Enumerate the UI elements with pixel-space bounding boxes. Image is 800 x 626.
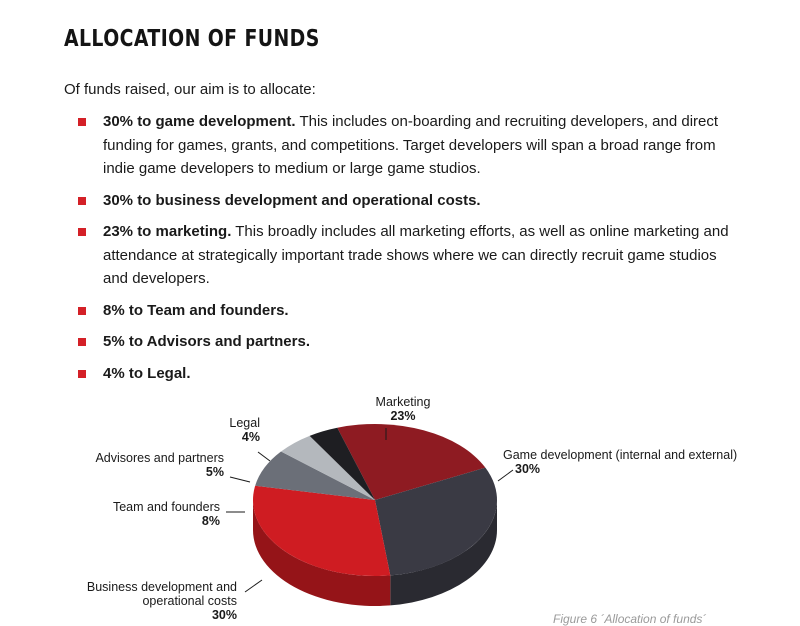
item-bold-text: 30% to game development. — [103, 113, 296, 130]
leader-line — [229, 476, 251, 483]
item-bold-text: 30% to business development and operatio… — [103, 191, 481, 209]
intro-text: Of funds raised, our aim is to allocate: — [64, 81, 316, 98]
pie-value-label: 5% — [206, 465, 224, 479]
pie-slice-side — [253, 500, 391, 606]
pie-slice — [337, 424, 486, 500]
list-item: 8% to Team and founders. — [78, 299, 738, 323]
pie-slices — [253, 424, 497, 606]
square-bullet-icon — [78, 338, 86, 346]
item-bold-text: 23% to marketing. — [103, 223, 232, 240]
pie-label: Marketing — [376, 395, 431, 409]
pie-slice-side — [390, 500, 497, 606]
leader-line — [244, 579, 263, 593]
pie-slice — [255, 451, 375, 500]
list-item: 23% to marketing. This broadly includes … — [78, 220, 738, 291]
item-bold-text: 4% to Legal. — [103, 364, 191, 382]
pie-label: operational costs — [142, 594, 237, 608]
item-bold-text: 8% to Team and founders. — [103, 301, 289, 319]
square-bullet-icon — [78, 228, 86, 236]
list-item: 4% to Legal. — [78, 362, 738, 386]
list-item: 30% to game development. This includes o… — [78, 110, 738, 181]
item-bold-text: 5% to Advisors and partners. — [103, 333, 310, 350]
item-text: This includes on-boarding and recruiting… — [103, 113, 719, 177]
pie-label: Game development (internal and external) — [503, 448, 737, 462]
pie-slice — [309, 427, 375, 500]
figure-caption: Figure 6 ´Allocation of funds´ — [553, 612, 707, 626]
square-bullet-icon — [78, 306, 86, 315]
pie-value-label: 8% — [202, 514, 220, 528]
page-title: ALLOCATION OF FUNDS — [64, 26, 320, 52]
leader-line — [497, 469, 514, 482]
square-bullet-icon — [78, 196, 86, 205]
pie-value-label: 30% — [212, 608, 237, 622]
pie-value-label: 23% — [390, 409, 415, 423]
square-bullet-icon — [78, 118, 86, 126]
pie-label: Business development and — [87, 580, 237, 594]
pie-label: Advisores and partners — [95, 451, 224, 465]
pie-slice — [253, 485, 391, 576]
pie-label: Legal — [229, 416, 260, 430]
item-text: This broadly includes all marketing effo… — [103, 223, 729, 287]
pie-label: Team and founders — [113, 500, 220, 514]
list-item: 5% to Advisors and partners. — [78, 330, 738, 354]
pie-value-label: 4% — [242, 430, 260, 444]
leader-line — [257, 451, 271, 462]
square-bullet-icon — [78, 369, 86, 378]
pie-slice — [375, 467, 497, 576]
pie-value-label: 30% — [515, 462, 540, 476]
pie-slice — [280, 435, 375, 500]
list-item: 30% to business development and operatio… — [78, 189, 738, 213]
allocation-list: 30% to game development. This includes o… — [78, 110, 738, 393]
